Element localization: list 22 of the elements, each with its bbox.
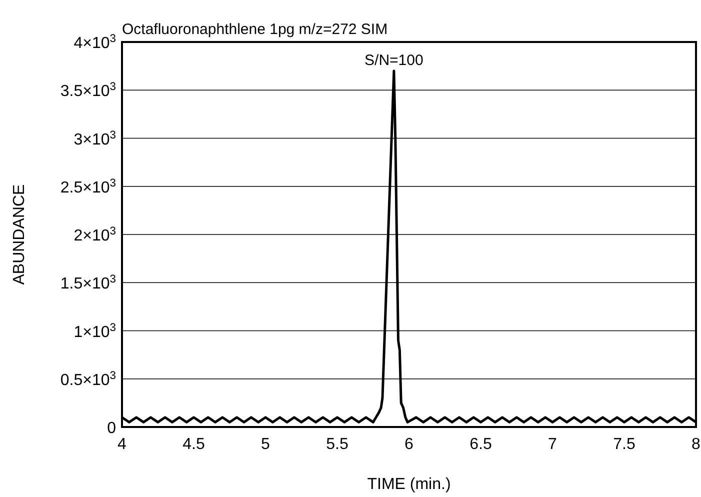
y-tick-label: 2×10$^{3}$ bbox=[74, 226, 116, 244]
y-tick-label: 1×10$^{3}$ bbox=[74, 322, 116, 341]
x-tick-label: 8 bbox=[692, 436, 701, 453]
y-tick-label: 0.5×10$^{3}$ bbox=[60, 370, 116, 389]
y-tick-label: 2.5×10$^{3}$ bbox=[60, 177, 116, 196]
chart-title: Octafluoronaphthlene 1pg m/z=272 SIM bbox=[122, 21, 388, 38]
x-tick-label: 5 bbox=[261, 436, 270, 453]
y-tick-label: 0 bbox=[107, 420, 116, 437]
x-tick-label: 7.5 bbox=[613, 436, 636, 453]
y-tick-label: 1.5×10$^{3}$ bbox=[60, 274, 116, 293]
x-tick-label: 6 bbox=[404, 436, 414, 453]
y-tick-label: 3×10$^{3}$ bbox=[74, 129, 116, 148]
y-tick-label: 3.5×10$^{3}$ bbox=[60, 81, 116, 100]
x-tick-label: 5.5 bbox=[326, 436, 348, 453]
x-tick-label: 4.5 bbox=[182, 436, 205, 453]
y-tick-label: 4×10$^{3}$ bbox=[74, 33, 116, 52]
x-tick-label: 4 bbox=[118, 436, 127, 453]
annotation: S/N=100 bbox=[364, 52, 424, 69]
x-tick-label: 7 bbox=[548, 436, 558, 453]
x-tick-label: 6.5 bbox=[470, 436, 492, 453]
y-axis-title: ABUNDANCE bbox=[11, 184, 28, 285]
x-axis-title: TIME (min.) bbox=[367, 476, 451, 493]
